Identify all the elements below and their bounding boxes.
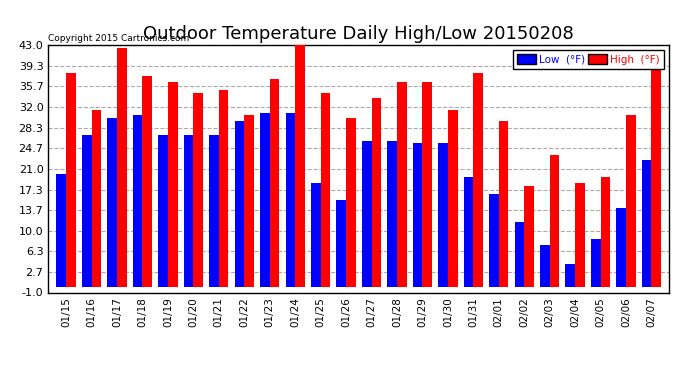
Bar	[66, 73, 76, 287]
Bar	[651, 59, 661, 287]
Bar	[499, 121, 509, 287]
Bar	[295, 42, 305, 287]
Bar	[219, 90, 228, 287]
Bar	[397, 82, 406, 287]
Bar	[540, 245, 550, 287]
Bar	[92, 110, 101, 287]
Bar	[346, 118, 356, 287]
Bar	[57, 174, 66, 287]
Bar	[235, 121, 244, 287]
Bar	[616, 208, 626, 287]
Bar	[413, 144, 422, 287]
Bar	[184, 135, 193, 287]
Bar	[311, 183, 321, 287]
Bar	[260, 112, 270, 287]
Bar	[438, 144, 448, 287]
Bar	[473, 73, 483, 287]
Legend: Low  (°F), High  (°F): Low (°F), High (°F)	[513, 50, 664, 69]
Bar	[448, 110, 457, 287]
Bar	[626, 116, 635, 287]
Bar	[642, 160, 651, 287]
Bar	[321, 93, 331, 287]
Bar	[387, 141, 397, 287]
Title: Outdoor Temperature Daily High/Low 20150208: Outdoor Temperature Daily High/Low 20150…	[144, 26, 574, 44]
Bar	[566, 264, 575, 287]
Bar	[337, 200, 346, 287]
Bar	[117, 48, 127, 287]
Bar	[422, 82, 432, 287]
Bar	[158, 135, 168, 287]
Bar	[209, 135, 219, 287]
Bar	[244, 116, 254, 287]
Bar	[142, 76, 152, 287]
Bar	[515, 222, 524, 287]
Bar	[168, 82, 177, 287]
Bar	[464, 177, 473, 287]
Bar	[489, 194, 499, 287]
Bar	[193, 93, 203, 287]
Bar	[132, 116, 142, 287]
Text: Copyright 2015 Cartronics.com: Copyright 2015 Cartronics.com	[48, 33, 190, 42]
Bar	[270, 79, 279, 287]
Bar	[575, 183, 585, 287]
Bar	[362, 141, 371, 287]
Bar	[82, 135, 92, 287]
Bar	[524, 186, 534, 287]
Bar	[286, 112, 295, 287]
Bar	[600, 177, 610, 287]
Bar	[591, 239, 600, 287]
Bar	[108, 118, 117, 287]
Bar	[371, 99, 381, 287]
Bar	[550, 154, 560, 287]
